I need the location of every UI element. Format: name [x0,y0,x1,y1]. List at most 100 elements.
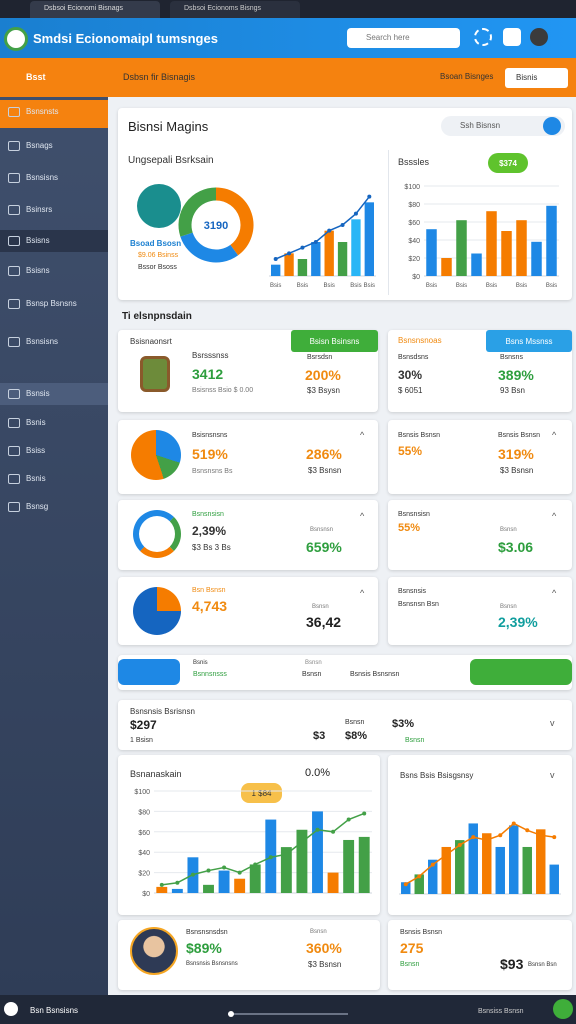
kpi-value: 0.0% [305,767,331,779]
page-title: Dsbsn fir Bisnagis [123,72,196,82]
line [161,812,365,886]
nav-item[interactable]: Bsisns [26,266,50,275]
donut-segment [178,187,217,237]
kpi-card[interactable] [388,577,572,645]
bar [531,241,542,276]
chevron[interactable]: v [550,718,555,728]
nav-label[interactable]: Bsnis [193,660,208,666]
nav-item[interactable]: Bsnsp Bsnsns [26,299,77,308]
bar [296,829,308,893]
slider[interactable] [228,1013,348,1015]
nav-icon [8,107,20,117]
bar [495,846,505,894]
kpi-sub: $3 Bsysn [307,386,340,395]
x-tick-label: Bsis [324,283,335,289]
kpi-value: 286% [306,446,342,462]
chevron[interactable]: ^ [552,511,557,521]
label: Bsnsnsn Bsn [398,601,439,608]
app-title: Smdsi Ecionomaipl tumsnges [33,31,218,46]
globe-icon [137,184,181,228]
x-tick-label: Bsis [456,283,467,289]
nav-item[interactable]: Bsnsis [26,389,50,398]
search-placeholder: Ssh Bisnsn [460,121,501,130]
chart-title: Bsnanaskain [130,769,182,779]
bar [327,872,339,893]
slider-thumb[interactable] [228,1011,234,1017]
bar [351,219,361,276]
kpi-value: $89% [186,940,222,956]
bar [486,211,497,276]
y-tick-label: $60 [138,830,150,837]
icon[interactable] [474,28,492,46]
line-point [417,874,422,879]
label: Bsnsn [310,929,327,935]
nav-item[interactable]: Bsnsg [26,502,49,511]
search-box[interactable] [441,116,565,136]
nav-pill[interactable] [470,659,572,685]
search-button[interactable] [543,117,561,135]
line-point [287,251,292,256]
nav-label[interactable]: Bsnsn [302,671,322,678]
tab-label[interactable]: Dsbsoi Ecionomi Bisnags [44,5,123,12]
icon[interactable] [4,1002,18,1016]
kpi-value: 30% [398,368,423,382]
nav-item[interactable]: Bsinsrs [26,205,53,214]
tag[interactable]: Bsns Mssnss [486,330,572,352]
bar [284,253,294,276]
nav-item[interactable]: Bsnis [26,418,46,427]
line-point [206,868,211,873]
fab[interactable] [553,999,573,1019]
line-point [273,257,278,261]
chevron[interactable]: ^ [552,430,557,440]
nav-item[interactable]: Bsiss [26,446,46,455]
bar-chart: $100 $80 $60 $40 $20 $0 [134,789,372,897]
nav-label[interactable]: Bsnnsnsss [193,671,227,678]
chevron[interactable]: ^ [360,588,365,598]
button-label[interactable]: Bisnis [516,73,538,82]
kpi-sub: $ 6051 [398,386,423,395]
tab[interactable] [170,1,300,18]
search-box[interactable] [347,28,460,48]
chevron[interactable]: ^ [552,588,557,598]
nav-item[interactable]: Bsnsisns [26,173,59,182]
bar [516,220,527,276]
bar [297,259,308,276]
tab-label[interactable]: Dsbsoi Ecionoms Bisngs [184,5,262,12]
nav-item[interactable]: Bsnags [26,141,53,150]
icon[interactable] [503,28,521,46]
bar [522,846,532,894]
chart-title: Bsssles [398,157,430,167]
nav-label[interactable]: Bsnsis Bsnsnsn [350,671,400,678]
person-card[interactable] [388,920,572,990]
nav-item[interactable]: Bsnis [26,474,46,483]
kpi-card[interactable] [388,500,572,570]
bar [428,859,438,894]
action-link[interactable]: Bsoan Bisnges [440,72,494,81]
nav-item[interactable]: Bsnsisns [26,337,59,346]
avatar[interactable] [530,28,548,46]
kpi-card[interactable] [388,420,572,494]
logo[interactable] [4,27,28,51]
chevron[interactable]: v [550,770,555,780]
chevron[interactable]: ^ [360,511,365,521]
nav-label[interactable]: Bsnsn [305,660,322,666]
bar [249,864,261,893]
kpi-value: 4,743 [192,598,228,614]
tag[interactable]: Bsisn Bsinsns [291,330,378,352]
nav-pill[interactable] [118,659,180,685]
nav-item[interactable]: Bsisns [26,236,50,245]
kpi-value: 275 [400,940,424,956]
bar [337,242,348,276]
nav-icon [8,266,20,276]
legend-label: Bssor Bsoss [138,264,177,271]
nav-icon [8,205,20,215]
button[interactable] [505,68,568,88]
tab[interactable] [30,1,160,18]
label: Bsnsn [500,604,517,610]
label: Bsrsssnss [192,351,229,360]
chevron[interactable]: ^ [360,430,365,440]
nav-item[interactable]: Bsnsnsts [26,107,59,116]
active-item [0,100,108,128]
legend-label: Bsoad Bsosn [130,239,182,248]
